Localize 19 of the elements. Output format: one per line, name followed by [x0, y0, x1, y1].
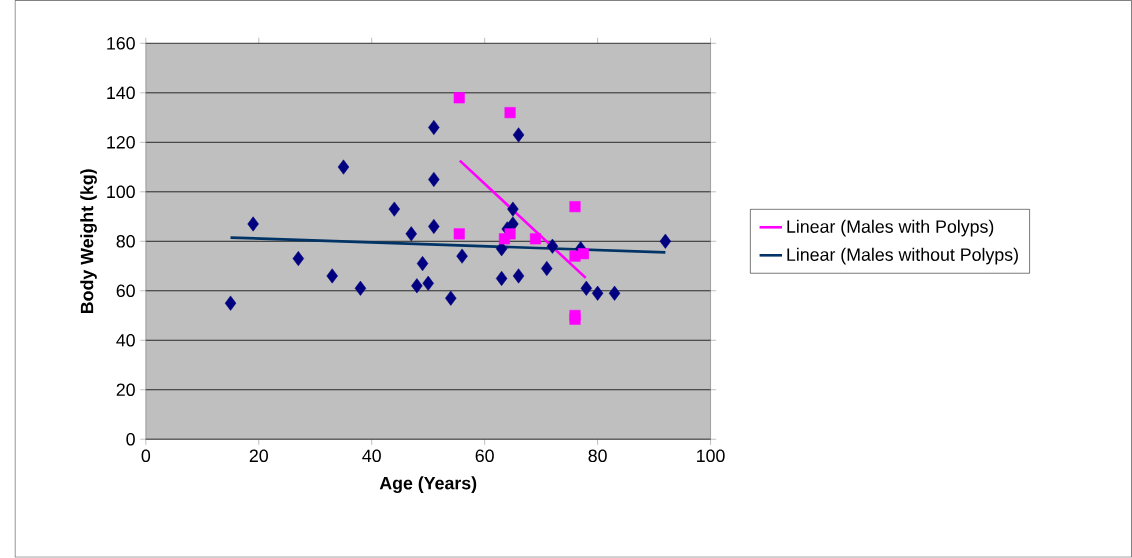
x-tick-label: 60 — [475, 449, 494, 463]
y-tick-label: 160 — [107, 37, 135, 50]
x-tick-label: 20 — [249, 449, 268, 463]
y-tick-label: 80 — [116, 235, 135, 248]
legend-label: Linear (Males without Polyps) — [787, 248, 1018, 265]
y-tick-label: 20 — [116, 383, 135, 397]
x-axis-title: Age (Years) — [379, 476, 477, 494]
legend-label: Linear (Males with Polyps) — [787, 220, 994, 237]
x-tick-label: 100 — [697, 449, 725, 463]
y-axis-title: Body Weight (kg) — [80, 169, 97, 314]
y-tick-label: 40 — [116, 334, 135, 347]
y-tick-label: 60 — [116, 284, 135, 298]
x-tick-label: 0 — [141, 449, 151, 463]
y-tick-label: 120 — [107, 136, 135, 149]
y-tick-label: 100 — [107, 185, 135, 199]
x-tick-label: 40 — [362, 449, 381, 463]
y-tick-label: 140 — [107, 86, 135, 100]
y-tick-label: 0 — [126, 433, 135, 446]
x-tick-label: 80 — [588, 449, 607, 463]
